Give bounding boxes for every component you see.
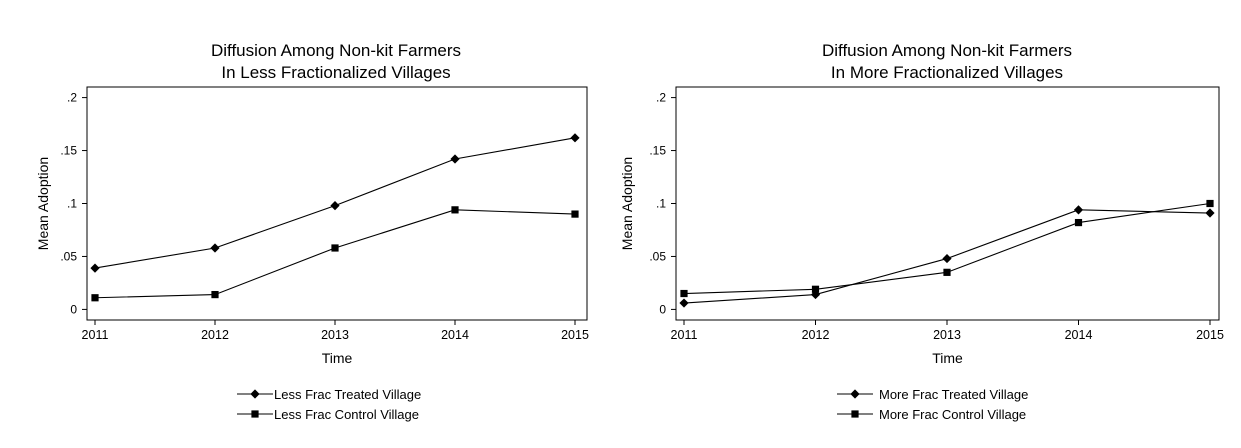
y-axis-label: Mean Adoption: [619, 157, 635, 250]
data-point-square: [680, 289, 688, 298]
data-point-square: [811, 285, 820, 293]
data-point-diamond: [90, 263, 100, 273]
data-point-square: [331, 244, 339, 252]
data-point-square: [943, 268, 951, 276]
x-tick-label: 2011: [82, 328, 109, 342]
data-point-diamond: [810, 289, 821, 300]
x-tick-label: 2012: [802, 328, 830, 342]
data-point-diamond: [679, 298, 689, 308]
data-point-diamond: [450, 154, 460, 164]
series-line-control: [94, 209, 576, 299]
legend-label: More Frac Treated Village: [879, 387, 1028, 402]
data-point-diamond: [210, 243, 220, 253]
chart-title-line-1: Diffusion Among Non-kit Farmers: [211, 41, 461, 60]
data-point-square: [91, 294, 99, 302]
y-tick-label: .05: [649, 249, 666, 263]
legend-label: Less Frac Treated Village: [274, 387, 421, 402]
legend-marker-square: [851, 410, 859, 418]
data-point-diamond: [570, 133, 580, 143]
y-tick-label: .2: [656, 91, 666, 105]
y-tick-label: .15: [649, 144, 666, 158]
x-tick-label: 2014: [1065, 328, 1093, 342]
y-tick-label: 0: [70, 302, 77, 316]
legend-label: More Frac Control Village: [879, 407, 1026, 422]
x-tick-label: 2013: [321, 328, 349, 342]
legend-marker-diamond: [250, 389, 260, 399]
x-axis-label: Time: [932, 350, 963, 366]
data-point-square: [571, 210, 579, 218]
y-tick-label: .1: [67, 197, 77, 211]
y-axis-label: Mean Adoption: [35, 157, 51, 250]
y-tick-label: 0: [659, 302, 666, 316]
legend-item-2: Less Frac Control Village: [237, 407, 419, 422]
data-point-diamond: [1205, 208, 1215, 218]
x-tick-label: 2011: [671, 328, 698, 342]
y-tick-label: .05: [60, 249, 77, 263]
x-tick-label: 2015: [1196, 328, 1224, 342]
y-tick-label: .15: [60, 144, 77, 158]
data-point-square: [1074, 218, 1083, 227]
chart-left: Diffusion Among Non-kit Farmers In Less F…: [35, 41, 589, 422]
chart-title-line-2: In Less Fractionalized Villages: [221, 63, 450, 82]
y-tick-label: .2: [67, 91, 77, 105]
y-tick-label: .1: [656, 197, 666, 211]
legend-marker-square: [251, 410, 259, 418]
plot-frame: [675, 86, 1220, 321]
x-tick-label: 2012: [201, 328, 229, 342]
x-axis-label: Time: [322, 350, 353, 366]
data-point-diamond: [1073, 205, 1084, 215]
series-line-control: [683, 202, 1211, 295]
legend-item-1: Less Frac Treated Village: [237, 387, 421, 402]
data-point-diamond: [942, 253, 952, 264]
legend-item-1: More Frac Treated Village: [837, 387, 1028, 402]
legend-label: Less Frac Control Village: [274, 407, 419, 422]
x-tick-label: 2015: [561, 328, 589, 342]
chart-title-line-2: In More Fractionalized Villages: [831, 63, 1063, 82]
x-tick-label: 2014: [441, 328, 469, 342]
legend-item-2: More Frac Control Village: [837, 407, 1026, 422]
data-point-square: [451, 206, 459, 214]
data-point-square: [211, 290, 219, 299]
data-point-square: [1206, 199, 1214, 208]
chart-title-line-1: Diffusion Among Non-kit Farmers: [822, 41, 1072, 60]
x-tick-label: 2013: [933, 328, 961, 342]
legend-marker-diamond: [850, 389, 860, 399]
chart-right: Diffusion Among Non-kit Farmers In More F…: [619, 41, 1224, 422]
data-point-diamond: [330, 201, 340, 211]
